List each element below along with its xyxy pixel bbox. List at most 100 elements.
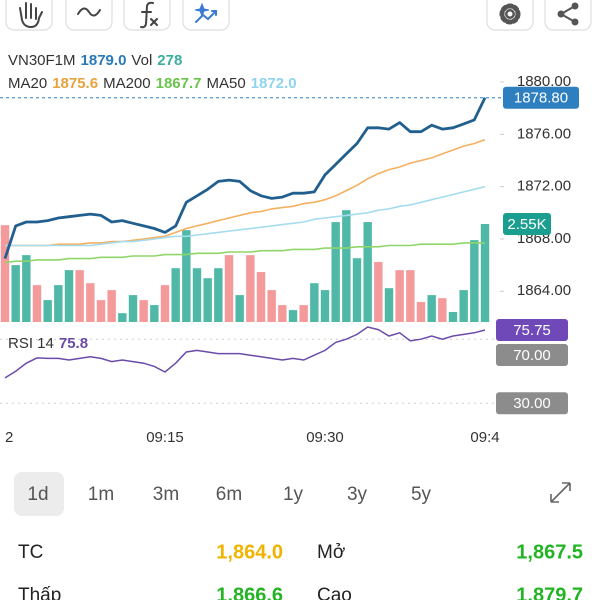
legend-text: 1867.7 — [156, 75, 202, 92]
volume-bar — [342, 210, 351, 322]
volume-bar — [22, 255, 31, 322]
volume-bar — [374, 262, 383, 322]
x-tick-label: 09:30 — [306, 429, 344, 446]
rsi-badge — [496, 319, 568, 341]
stat-value: 1,867.5 — [516, 541, 583, 563]
rsi-level-label: 70.00 — [513, 347, 551, 364]
volume-bar — [224, 255, 234, 322]
volume-bar — [75, 270, 84, 322]
volume-bar — [438, 298, 447, 322]
volume-bar — [406, 270, 415, 322]
volume-bar — [54, 285, 63, 322]
fx-icon — [140, 1, 158, 29]
period-tab[interactable]: 3m — [153, 484, 179, 505]
volume-bar — [203, 278, 212, 322]
volume-bar — [278, 305, 287, 322]
volume-bar — [395, 270, 404, 322]
share-icon — [557, 10, 565, 18]
rsi-level-badge — [496, 392, 568, 415]
plot — [0, 97, 495, 404]
volume-bar — [118, 313, 127, 322]
legend-text: MA200 — [103, 75, 151, 92]
legend-text: 75.8 — [59, 335, 88, 352]
period-tab[interactable]: 3y — [347, 484, 368, 505]
volume-bar — [107, 290, 116, 322]
volume-bar — [86, 283, 95, 322]
stat-label: Thấp — [18, 585, 61, 600]
volume-bar — [214, 268, 223, 322]
ma-line — [4, 242, 485, 264]
volume-bar — [288, 310, 298, 322]
volume-bar — [246, 255, 255, 322]
volume-bar — [267, 290, 276, 322]
volume-bar — [427, 295, 436, 322]
period-tab[interactable]: 1y — [283, 484, 304, 505]
period-tab[interactable]: 6m — [216, 484, 242, 505]
volume-bar — [235, 295, 244, 322]
volume-bar — [64, 270, 74, 322]
volume-badge — [503, 213, 551, 236]
rsi-level-label: 30.00 — [513, 395, 551, 412]
volume-bar — [171, 268, 180, 322]
legend-text: RSI 14 — [8, 335, 54, 352]
gear-icon — [507, 11, 513, 17]
tool-button[interactable] — [65, 0, 113, 31]
volume-bar — [160, 285, 170, 322]
x-tick-label: 09:4 — [470, 429, 499, 446]
volume-bar — [480, 224, 490, 322]
expand-icon[interactable] — [550, 482, 571, 503]
volume-bar — [128, 295, 138, 322]
legend-text: Vol — [131, 52, 152, 69]
volume-bar — [256, 272, 266, 322]
legend-text: 278 — [157, 52, 182, 69]
x-tick-label: 09:15 — [146, 429, 184, 446]
share-button[interactable] — [544, 0, 592, 31]
tool-button[interactable] — [5, 0, 53, 31]
volume-bar — [352, 258, 362, 322]
stat-label: TC — [18, 542, 43, 563]
period-tab[interactable]: 1m — [88, 484, 114, 505]
period-tab-selected[interactable] — [14, 472, 64, 516]
period-tab[interactable]: 1d — [27, 484, 48, 505]
ma-line — [5, 185, 486, 247]
volume-bar — [182, 230, 191, 322]
legend-text: 1879.0 — [81, 52, 127, 69]
x-tick-label: 2 — [5, 429, 13, 446]
volume-bar — [150, 305, 159, 322]
gear-icon — [499, 3, 521, 25]
volume-bar — [139, 300, 148, 322]
volume-bar — [32, 285, 42, 322]
volume-bar — [331, 222, 340, 322]
y-tick-label: 1864.00 — [517, 282, 571, 299]
stat-label: Cao — [317, 585, 352, 600]
y-tick-label: 1880.00 — [517, 73, 571, 90]
volume-bar — [320, 290, 330, 322]
volume-bar — [416, 302, 426, 322]
y-tick-label: 1872.00 — [517, 178, 571, 195]
volume-bar — [43, 300, 52, 322]
volume-bar — [470, 240, 479, 322]
legend-text: MA50 — [207, 75, 246, 92]
rsi-badge-label: 75.75 — [513, 322, 551, 339]
ma-line — [5, 138, 486, 247]
volume-bar — [459, 290, 468, 322]
volume-bar — [384, 288, 394, 322]
sparkle-icon — [194, 2, 210, 18]
legend-text: 1875.6 — [52, 75, 98, 92]
legend-text: VN30F1M — [8, 52, 76, 69]
volume-bar — [310, 283, 319, 322]
volume-bar — [11, 265, 20, 322]
volume-badge-label: 2.55K — [507, 216, 546, 233]
stat-value: 1,864.0 — [216, 541, 283, 563]
tool-button[interactable] — [182, 0, 230, 31]
indicator-icon — [195, 10, 217, 23]
stat-value: 1,866.6 — [216, 584, 283, 600]
volume-bar — [363, 222, 372, 322]
period-tab[interactable]: 5y — [411, 484, 432, 505]
price-badge-label: 1878.80 — [514, 90, 568, 107]
volume-bar — [96, 300, 106, 322]
stat-label: Mở — [317, 542, 345, 563]
price-line — [3, 97, 487, 260]
